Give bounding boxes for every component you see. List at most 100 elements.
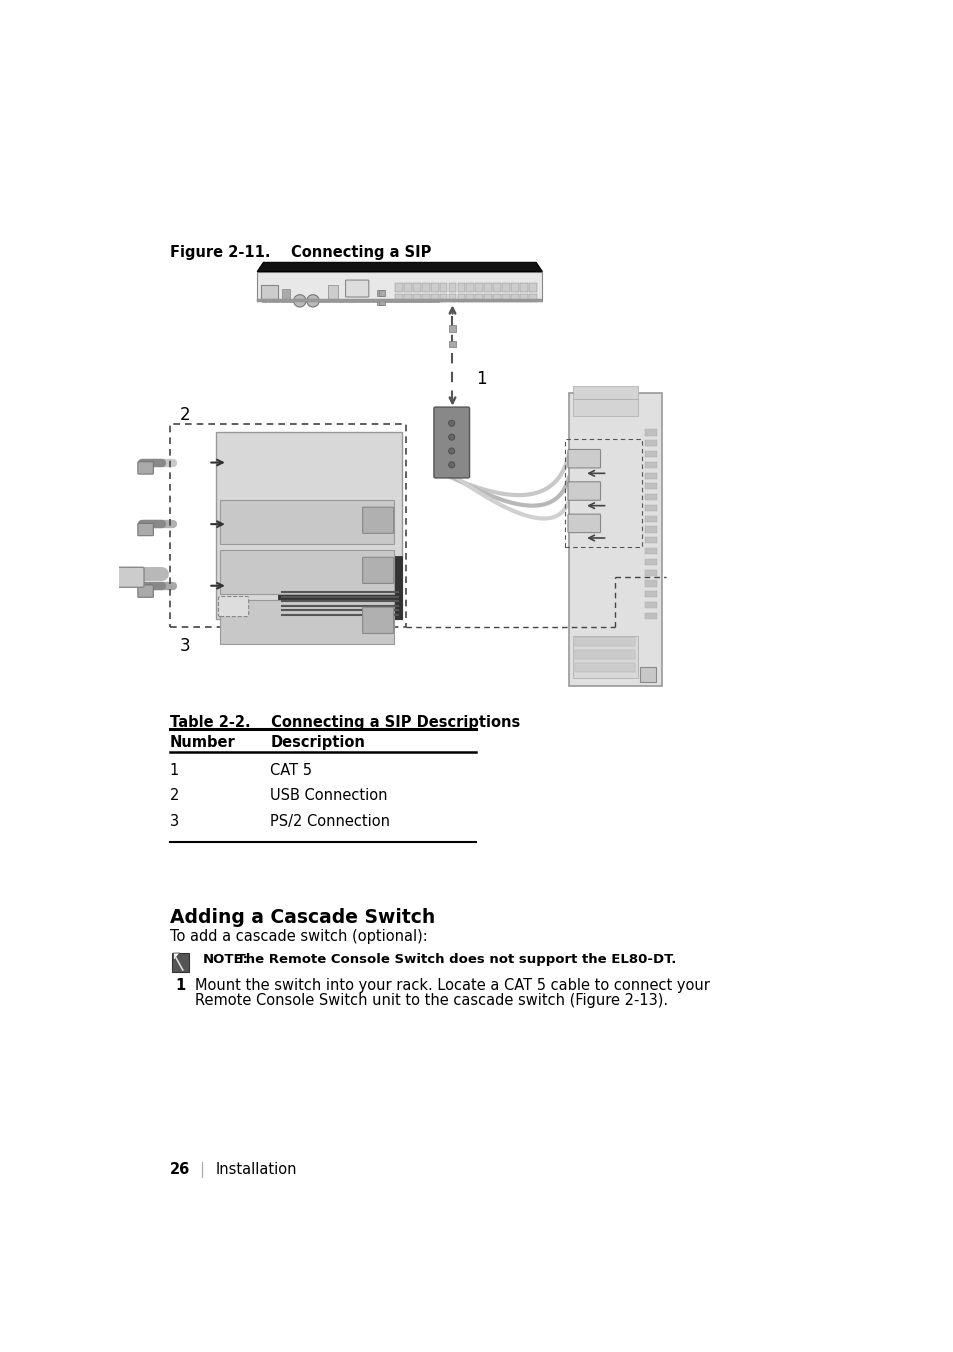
Bar [257, 299, 542, 303]
Bar [572, 399, 638, 416]
Bar [466, 283, 474, 292]
Bar [644, 537, 657, 544]
Bar [404, 293, 412, 303]
Bar [484, 293, 492, 303]
Bar [216, 431, 402, 619]
Circle shape [448, 448, 455, 454]
Bar [448, 293, 456, 303]
Text: ───────────────────────────────────────────────────────: ────────────────────────────────────────… [261, 301, 439, 306]
Bar [575, 637, 635, 646]
Text: 3: 3 [170, 814, 178, 829]
Circle shape [448, 462, 455, 468]
Bar [528, 283, 536, 292]
Bar [220, 599, 394, 645]
Bar [644, 504, 657, 511]
Bar [466, 293, 474, 303]
Bar [395, 283, 402, 292]
Bar [493, 293, 500, 303]
Text: CAT 5: CAT 5 [270, 763, 312, 777]
Bar [644, 473, 657, 479]
Bar [413, 283, 420, 292]
Bar [575, 662, 635, 672]
Text: Description: Description [270, 735, 365, 750]
Bar [644, 483, 657, 489]
FancyBboxPatch shape [434, 407, 469, 479]
Bar [377, 299, 383, 306]
Bar [501, 283, 509, 292]
Text: 2: 2 [179, 406, 191, 423]
Text: NOTE:: NOTE: [203, 953, 249, 967]
Bar [511, 283, 518, 292]
Bar [448, 341, 456, 347]
Bar [282, 288, 290, 299]
Bar [431, 283, 438, 292]
Bar [220, 549, 394, 595]
Bar [475, 283, 482, 292]
Text: Remote Console Switch unit to the cascade switch (Figure 2-13).: Remote Console Switch unit to the cascad… [195, 994, 668, 1009]
Bar [644, 526, 657, 533]
Text: 3: 3 [179, 637, 191, 656]
FancyBboxPatch shape [567, 449, 599, 468]
FancyBboxPatch shape [362, 557, 394, 584]
Text: The Remote Console Switch does not support the EL80-DT.: The Remote Console Switch does not suppo… [233, 953, 676, 967]
Bar [644, 558, 657, 565]
Bar [395, 293, 402, 303]
Bar [261, 285, 278, 299]
Text: 2: 2 [170, 788, 179, 803]
Bar [501, 293, 509, 303]
Text: |: | [199, 1161, 204, 1178]
Bar [644, 569, 657, 576]
Bar [448, 283, 456, 292]
Bar [575, 650, 635, 658]
Bar [377, 291, 383, 296]
Bar [644, 580, 657, 587]
Bar [439, 293, 447, 303]
Bar [448, 326, 456, 331]
Bar [421, 293, 429, 303]
Bar [519, 283, 527, 292]
Bar [644, 591, 657, 598]
Bar [644, 612, 657, 619]
Text: 1: 1 [174, 977, 185, 992]
FancyBboxPatch shape [137, 462, 153, 475]
FancyBboxPatch shape [137, 523, 153, 535]
Bar [511, 293, 518, 303]
Bar [457, 283, 465, 292]
Bar [421, 283, 429, 292]
Bar [564, 439, 641, 548]
FancyBboxPatch shape [362, 607, 394, 634]
Text: 26: 26 [170, 1161, 190, 1176]
Circle shape [448, 420, 455, 426]
Bar [170, 425, 406, 626]
FancyBboxPatch shape [137, 585, 153, 598]
Text: 1: 1 [170, 763, 178, 777]
Text: Table 2-2.    Connecting a SIP Descriptions: Table 2-2. Connecting a SIP Descriptions [170, 715, 519, 730]
Bar [378, 299, 385, 306]
Circle shape [307, 295, 319, 307]
Bar [439, 283, 447, 292]
Text: Installation: Installation [216, 1161, 297, 1176]
Bar [257, 272, 542, 301]
Text: Figure 2-11.    Connecting a SIP: Figure 2-11. Connecting a SIP [170, 246, 431, 261]
Bar [328, 285, 337, 299]
Bar [568, 393, 661, 685]
Bar [644, 548, 657, 554]
Text: To add a cascade switch (optional):: To add a cascade switch (optional): [170, 929, 427, 944]
Bar [644, 602, 657, 608]
Bar [639, 667, 655, 681]
Bar [644, 462, 657, 468]
Bar [572, 635, 638, 679]
Bar [572, 385, 638, 399]
Bar [519, 293, 527, 303]
Text: Number: Number [170, 735, 235, 750]
Bar [378, 291, 385, 296]
Text: PS/2 Connection: PS/2 Connection [270, 814, 390, 829]
Polygon shape [173, 953, 179, 961]
FancyBboxPatch shape [117, 568, 144, 587]
Circle shape [448, 434, 455, 441]
Bar [644, 441, 657, 446]
Polygon shape [257, 262, 542, 272]
Bar [644, 493, 657, 500]
Text: USB Connection: USB Connection [270, 788, 388, 803]
FancyBboxPatch shape [345, 280, 369, 297]
